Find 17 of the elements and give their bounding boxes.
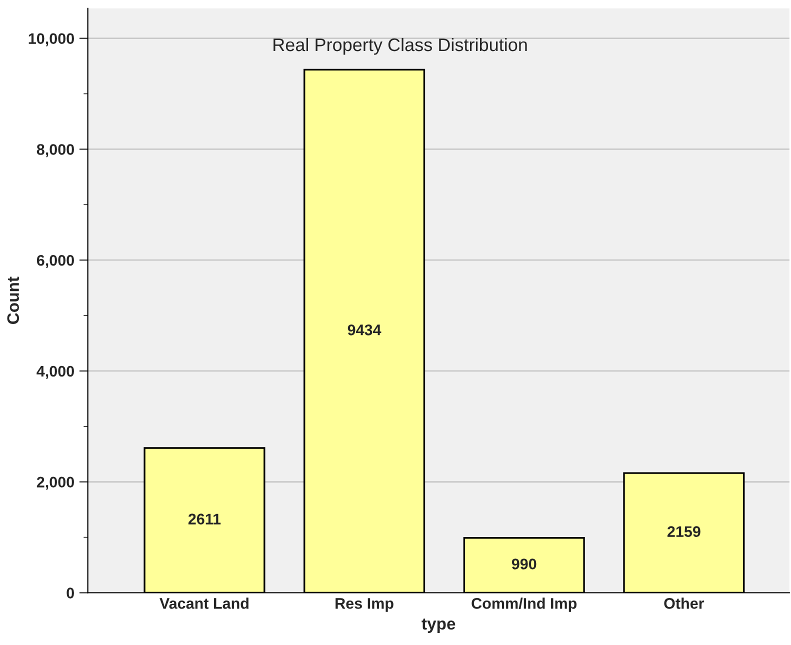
x-tick-label: Res Imp: [336, 598, 394, 612]
data-label: 990: [512, 558, 536, 570]
x-tick-label: Other: [664, 598, 704, 609]
y-tick-label: 2,000: [36, 476, 74, 490]
data-label: 2611: [188, 514, 221, 524]
x-tick-label: Vacant Land: [160, 598, 248, 609]
data-label: 9434: [348, 324, 382, 336]
y-tick-label: 8,000: [36, 144, 74, 158]
y-tick-label: 10,000: [28, 33, 74, 46]
y-tick-label: 0: [66, 588, 74, 598]
y-axis-title: Count: [7, 276, 20, 324]
text: Real Property Class Distribution: [274, 38, 527, 55]
data-label: 2159: [667, 526, 700, 538]
x-tick-label: Comm/Ind Imp: [472, 598, 577, 612]
x-axis-title: type: [422, 618, 456, 633]
y-tick-label: 4,000: [36, 366, 74, 379]
y-tick-label: 6,000: [36, 254, 74, 268]
